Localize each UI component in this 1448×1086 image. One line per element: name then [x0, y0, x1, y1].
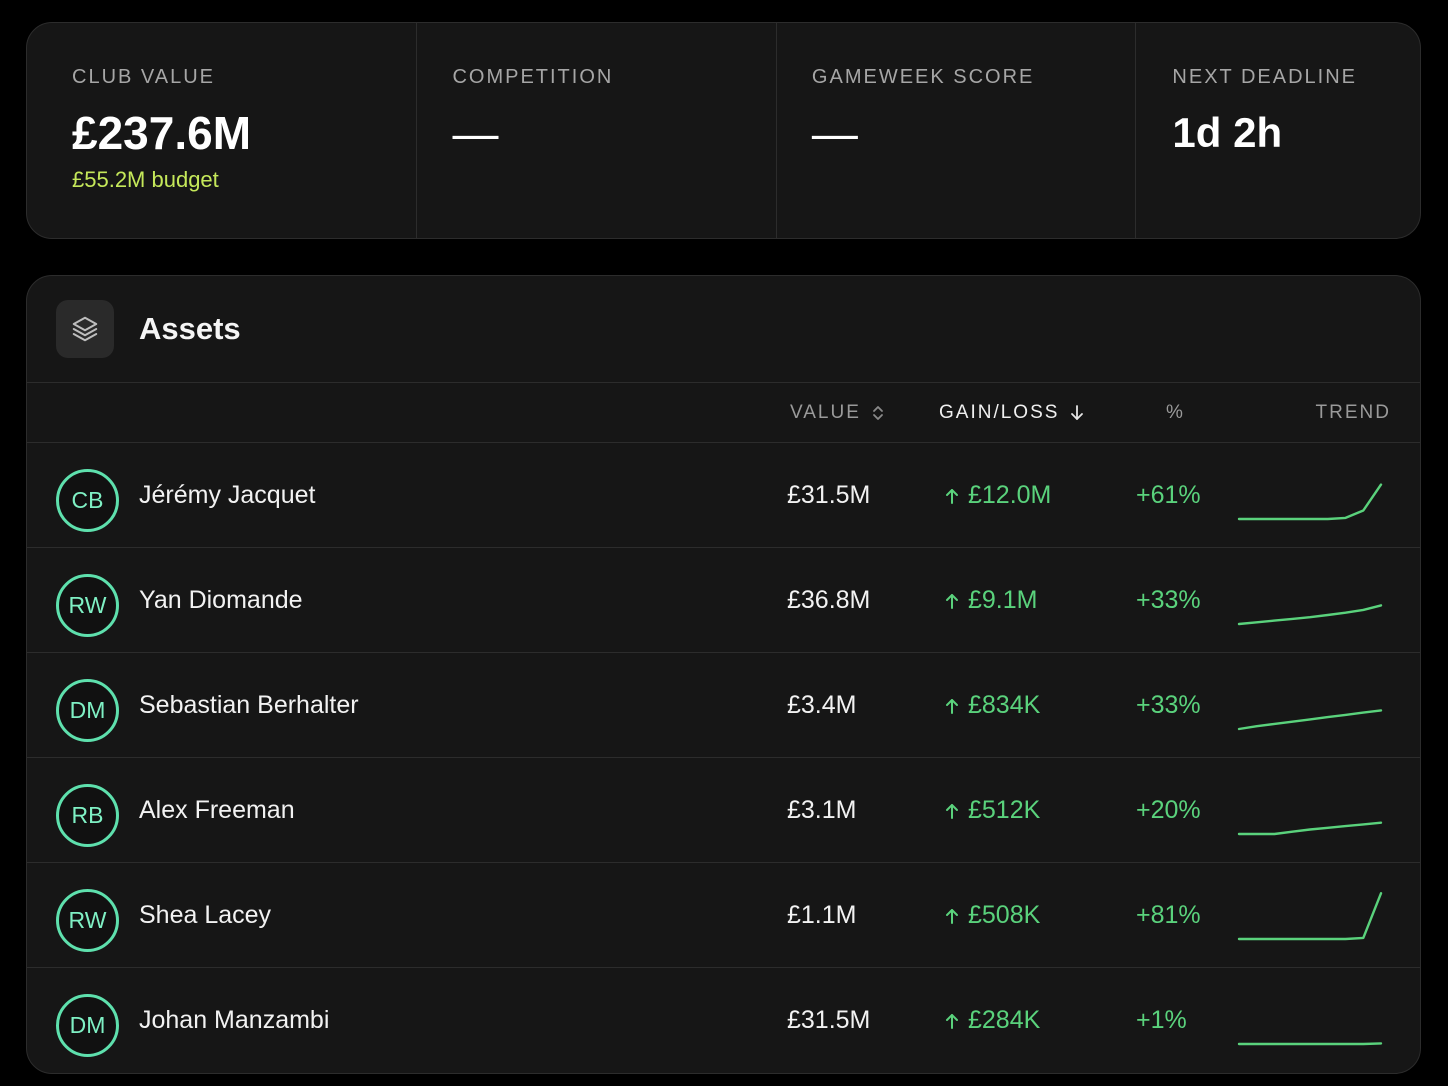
column-gain-header[interactable]: GAIN/LOSS	[939, 383, 1085, 443]
player-gain: £9.1M	[944, 548, 1037, 653]
assets-table-body: CB Jérémy Jacquet £31.5M £12.0M +61% RW …	[27, 443, 1420, 1073]
table-row[interactable]: RB Alex Freeman £3.1M £512K +20%	[27, 758, 1420, 863]
column-label: GAIN/LOSS	[939, 402, 1060, 423]
player-value: £3.1M	[787, 796, 857, 824]
gain-amount: £508K	[968, 901, 1041, 929]
player-name: Johan Manzambi	[139, 1006, 330, 1034]
player-value: £31.5M	[787, 481, 871, 509]
player-percent: +81%	[1136, 901, 1201, 929]
sort-unsorted-icon	[871, 404, 885, 422]
position-badge: DM	[56, 679, 119, 742]
position-badge: RW	[56, 574, 119, 637]
player-value: £36.8M	[787, 586, 871, 614]
player-gain: £12.0M	[944, 443, 1051, 548]
trend-sparkline	[1237, 892, 1383, 941]
position-badge: DM	[56, 994, 119, 1057]
player-gain: £508K	[944, 863, 1040, 968]
stat-value: 1d 2h	[1172, 109, 1283, 156]
player-percent: +20%	[1136, 796, 1201, 824]
trend-sparkline	[1237, 709, 1383, 731]
stat-value: £237.6M	[72, 107, 252, 159]
arrow-up-icon	[944, 487, 960, 505]
player-name: Jérémy Jacquet	[139, 481, 316, 509]
gain-amount: £12.0M	[968, 481, 1052, 509]
sort-descending-icon	[1069, 404, 1085, 422]
table-row[interactable]: RW Shea Lacey £1.1M £508K +81%	[27, 863, 1420, 968]
player-name: Sebastian Berhalter	[139, 691, 359, 719]
trend-line	[1237, 709, 1383, 731]
column-value-header[interactable]: VALUE	[790, 383, 885, 443]
column-label: VALUE	[790, 402, 861, 423]
table-row[interactable]: CB Jérémy Jacquet £31.5M £12.0M +61%	[27, 443, 1420, 548]
player-name: Alex Freeman	[139, 796, 295, 824]
table-header: VALUE GAIN/LOSS % TREND	[27, 383, 1420, 443]
gain-amount: £284K	[968, 1006, 1041, 1034]
column-trend-header: TREND	[1316, 383, 1391, 443]
player-value: £1.1M	[787, 901, 857, 929]
table-row[interactable]: DM Sebastian Berhalter £3.4M £834K +33%	[27, 653, 1420, 758]
arrow-up-icon	[944, 802, 960, 820]
arrow-up-icon	[944, 1012, 960, 1030]
stat-label: CLUB VALUE	[72, 66, 216, 88]
stat-value: —	[811, 107, 858, 159]
player-name: Shea Lacey	[139, 901, 272, 929]
stat-label: GAMEWEEK SCORE	[811, 66, 1035, 88]
budget-text: £55.2M budget	[72, 167, 219, 192]
player-name: Yan Diomande	[139, 586, 303, 614]
player-gain: £284K	[944, 968, 1040, 1073]
stat-label: NEXT DEADLINE	[1172, 66, 1357, 88]
player-value: £31.5M	[787, 1006, 871, 1034]
player-gain: £834K	[944, 653, 1040, 758]
assets-title: Assets	[139, 311, 241, 346]
trend-line	[1237, 604, 1383, 626]
stat-club-value: CLUB VALUE £237.6M £55.2M budget	[27, 23, 418, 238]
position-badge: RW	[56, 889, 119, 952]
position-badge: CB	[56, 469, 119, 532]
player-percent: +1%	[1136, 1006, 1187, 1034]
stat-value: —	[452, 107, 499, 159]
player-gain: £512K	[944, 758, 1040, 863]
assets-header: Assets	[27, 276, 1420, 383]
table-row[interactable]: DM Johan Manzambi £31.5M £284K +1%	[27, 968, 1420, 1073]
player-percent: +33%	[1136, 691, 1201, 719]
trend-sparkline	[1237, 1042, 1383, 1046]
arrow-up-icon	[944, 907, 960, 925]
gain-amount: £9.1M	[968, 586, 1038, 614]
column-label: %	[1166, 402, 1185, 423]
player-value: £3.4M	[787, 691, 857, 719]
arrow-up-icon	[944, 592, 960, 610]
stat-label: COMPETITION	[452, 66, 614, 88]
assets-card: Assets VALUE GAIN/LOSS % TREND	[26, 275, 1421, 1074]
trend-sparkline	[1237, 483, 1383, 521]
player-percent: +33%	[1136, 586, 1201, 614]
stat-competition: COMPETITION —	[417, 23, 777, 238]
trend-sparkline	[1237, 604, 1383, 626]
trend-line	[1237, 1042, 1383, 1046]
stat-next-deadline: NEXT DEADLINE 1d 2h	[1136, 23, 1420, 238]
player-percent: +61%	[1136, 481, 1201, 509]
layers-icon	[56, 300, 114, 358]
column-percent-header[interactable]: %	[1166, 383, 1185, 443]
column-label: TREND	[1315, 402, 1391, 423]
stat-gameweek-score: GAMEWEEK SCORE —	[777, 23, 1137, 238]
position-badge: RB	[56, 784, 119, 847]
trend-line	[1237, 483, 1383, 521]
trend-sparkline	[1237, 821, 1383, 836]
stats-card: CLUB VALUE £237.6M £55.2M budget COMPETI…	[26, 22, 1421, 239]
arrow-up-icon	[944, 697, 960, 715]
gain-amount: £834K	[968, 691, 1041, 719]
trend-line	[1237, 821, 1383, 836]
gain-amount: £512K	[968, 796, 1041, 824]
trend-line	[1237, 892, 1383, 941]
table-row[interactable]: RW Yan Diomande £36.8M £9.1M +33%	[27, 548, 1420, 653]
